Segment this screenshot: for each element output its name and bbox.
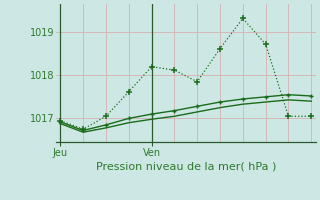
X-axis label: Pression niveau de la mer( hPa ): Pression niveau de la mer( hPa ): [96, 162, 276, 172]
